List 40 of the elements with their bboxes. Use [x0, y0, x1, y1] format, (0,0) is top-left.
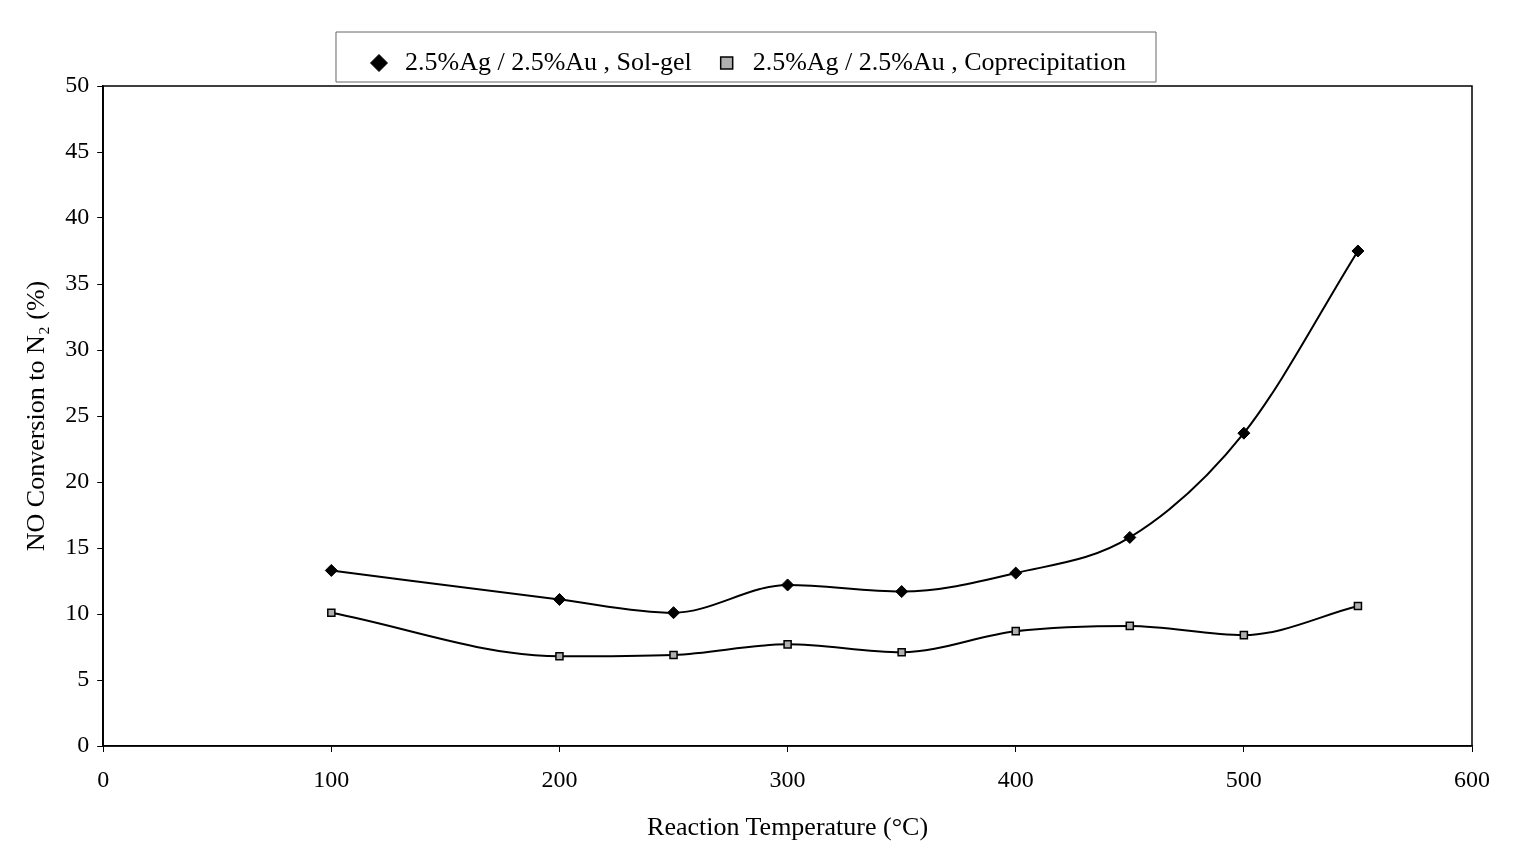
- point: [897, 647, 906, 657]
- y-tick-label: 20: [65, 467, 90, 494]
- point: [667, 606, 681, 620]
- legend-label: 2.5%Ag / 2.5%Au , Coprecipitation: [752, 46, 1127, 76]
- y-tick-label: 10: [65, 599, 90, 626]
- point: [1009, 566, 1023, 580]
- point: [324, 563, 338, 577]
- point: [895, 585, 909, 599]
- y-tick-label: 25: [65, 401, 90, 428]
- x-tick-label: 500: [1225, 765, 1262, 792]
- x-tick-label: 200: [541, 765, 578, 792]
- point: [669, 650, 678, 660]
- point: [1237, 426, 1251, 440]
- y-tick-label: 0: [77, 731, 90, 758]
- point: [783, 640, 792, 649]
- point: [1353, 601, 1363, 611]
- x-tick-label: 600: [1454, 765, 1490, 792]
- y-axis-title: NO Conversion to N₂ (%): [21, 280, 51, 552]
- y-tick-label: 40: [65, 203, 90, 230]
- x-axis-title: Reaction Temperature (°C): [647, 812, 929, 842]
- point: [781, 578, 795, 592]
- y-tick-label: 50: [65, 71, 90, 98]
- y-tick-label: 35: [65, 269, 90, 296]
- point: [555, 651, 564, 661]
- y-tick-label: 15: [65, 533, 90, 560]
- point: [552, 592, 566, 606]
- x-tick-label: 400: [997, 765, 1034, 792]
- point: [1011, 626, 1021, 636]
- point: [327, 608, 336, 617]
- x-tick-label: 0: [97, 765, 110, 792]
- y-tick-label: 5: [77, 665, 90, 692]
- point: [1123, 530, 1137, 544]
- x-tick-label: 100: [313, 765, 350, 792]
- y-tick-label: 30: [65, 335, 90, 362]
- x-tick-label: 300: [769, 765, 806, 792]
- legend-label: 2.5%Ag / 2.5%Au , Sol-gel: [404, 46, 692, 76]
- y-tick-label: 45: [65, 137, 90, 164]
- point: [1239, 630, 1249, 640]
- point: [1125, 621, 1135, 631]
- point: [1351, 244, 1365, 258]
